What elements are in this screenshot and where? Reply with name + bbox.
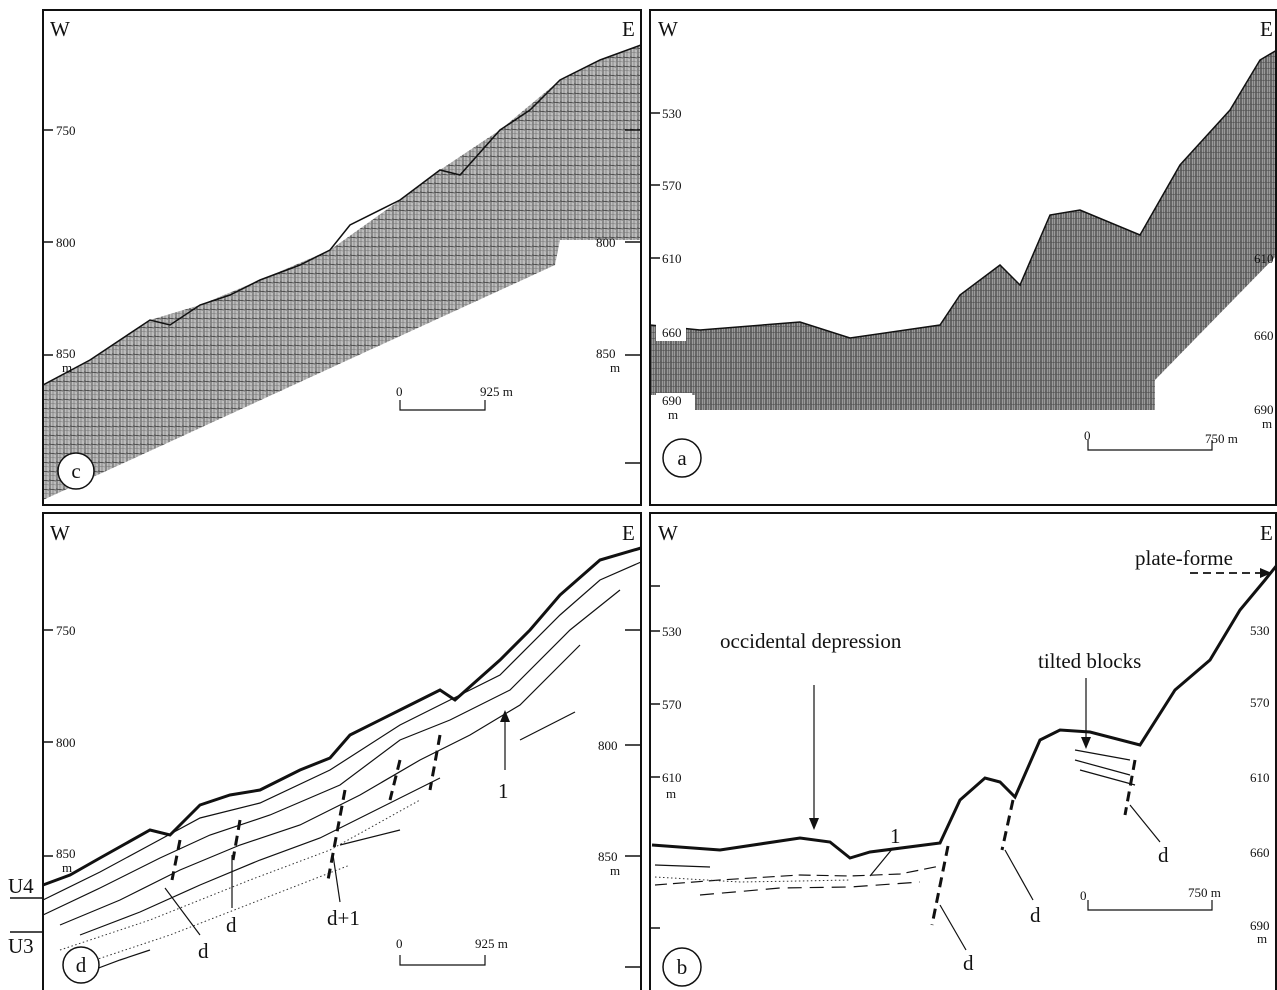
annotation: 1 — [498, 779, 509, 803]
annotation: d — [1158, 843, 1169, 867]
panel-label: d — [76, 953, 87, 977]
east-label: E — [1260, 521, 1273, 545]
depth-label: 610 — [662, 251, 682, 266]
depth-label: 850 — [56, 346, 76, 361]
west-label: W — [658, 17, 678, 41]
depth-unit: m — [62, 360, 72, 375]
panel-label: a — [677, 446, 687, 470]
arrow — [1130, 805, 1160, 842]
unit-label: U3 — [8, 934, 34, 958]
west-label: W — [658, 521, 678, 545]
depth-unit: m — [1257, 931, 1267, 946]
panel-d: W E 750 800 850 m 800 850 m 0 925 m 1 d … — [8, 513, 641, 990]
arrow — [333, 855, 340, 902]
annotation: plate-forme — [1135, 546, 1233, 570]
depth-label: 570 — [662, 178, 682, 193]
annotation: d+1 — [327, 906, 360, 930]
depth-label: 610 — [1254, 251, 1274, 266]
seafloor — [652, 565, 1277, 858]
annotation: 1 — [890, 824, 901, 848]
scale-label: 925 m — [480, 384, 513, 399]
panel-label: c — [71, 459, 80, 483]
figure: W E 750 800 850 m 800 850 m 0 925 m c W … — [0, 0, 1277, 990]
annotation: occidental depression — [720, 629, 902, 653]
depth-label: 570 — [662, 697, 682, 712]
annotation: tilted blocks — [1038, 649, 1141, 673]
scale-label: 925 m — [475, 936, 508, 951]
scale-bar — [1088, 440, 1212, 450]
depth-label: 530 — [662, 106, 682, 121]
west-label: W — [50, 521, 70, 545]
seismic-image — [650, 50, 1277, 410]
scale-bar — [400, 400, 485, 410]
seismic-image — [43, 45, 641, 500]
depth-label: 750 — [56, 123, 76, 138]
panel-b: W E 530 570 610 m 530 570 610 660 690 m … — [650, 513, 1277, 990]
scale-label: 0 — [1080, 888, 1087, 903]
scale-label: 0 — [396, 384, 403, 399]
depth-label: 850 — [598, 849, 618, 864]
depth-label: 800 — [598, 738, 618, 753]
depth-label: 660 — [1250, 845, 1270, 860]
west-label: W — [50, 17, 70, 41]
fault — [172, 840, 180, 880]
panel-label: b — [677, 955, 688, 979]
frame — [650, 513, 1276, 990]
depth-label: 530 — [1250, 623, 1270, 638]
unit-label: U4 — [8, 874, 34, 898]
depth-unit: m — [62, 860, 72, 875]
depth-label: 690 — [662, 393, 682, 408]
depth-label: 610 — [662, 770, 682, 785]
scale-bar — [400, 955, 485, 965]
depth-label: 750 — [56, 623, 76, 638]
depth-label: 570 — [1250, 695, 1270, 710]
panel-a: W E 530 570 610 660 690 m 610 660 690 m … — [650, 10, 1277, 505]
depth-label: 850 — [56, 846, 76, 861]
arrowhead — [809, 818, 819, 830]
arrowhead — [1081, 737, 1091, 749]
fault — [1002, 800, 1013, 850]
fault — [1125, 760, 1135, 815]
east-label: E — [622, 17, 635, 41]
fault — [932, 846, 948, 925]
annotation: d — [963, 951, 974, 975]
depth-label: 660 — [662, 325, 682, 340]
scale-label: 0 — [396, 936, 403, 951]
arrow — [1005, 850, 1033, 900]
depth-label: 800 — [56, 235, 76, 250]
depth-unit: m — [668, 407, 678, 422]
fault — [390, 760, 400, 800]
arrow — [940, 905, 966, 950]
panel-c: W E 750 800 850 m 800 850 m 0 925 m c — [43, 10, 641, 505]
depth-unit: m — [666, 786, 676, 801]
depth-label: 660 — [1254, 328, 1274, 343]
depth-unit: m — [610, 360, 620, 375]
seafloor — [43, 548, 641, 885]
depth-label: 800 — [56, 735, 76, 750]
depth-label: 800 — [596, 235, 616, 250]
reflectors — [655, 750, 1135, 895]
depth-unit: m — [610, 863, 620, 878]
depth-label: 850 — [596, 346, 616, 361]
annotation: d — [198, 939, 209, 963]
annotation: d — [226, 913, 237, 937]
scale-label: 750 m — [1188, 885, 1221, 900]
scale-label: 0 — [1084, 428, 1091, 443]
east-label: E — [622, 521, 635, 545]
scale-label: 750 m — [1205, 431, 1238, 446]
depth-label: 690 — [1254, 402, 1274, 417]
depth-label: 610 — [1250, 770, 1270, 785]
scale-bar — [1088, 900, 1212, 910]
east-label: E — [1260, 17, 1273, 41]
depth-label: 530 — [662, 624, 682, 639]
annotation: d — [1030, 903, 1041, 927]
depth-unit: m — [1262, 416, 1272, 431]
